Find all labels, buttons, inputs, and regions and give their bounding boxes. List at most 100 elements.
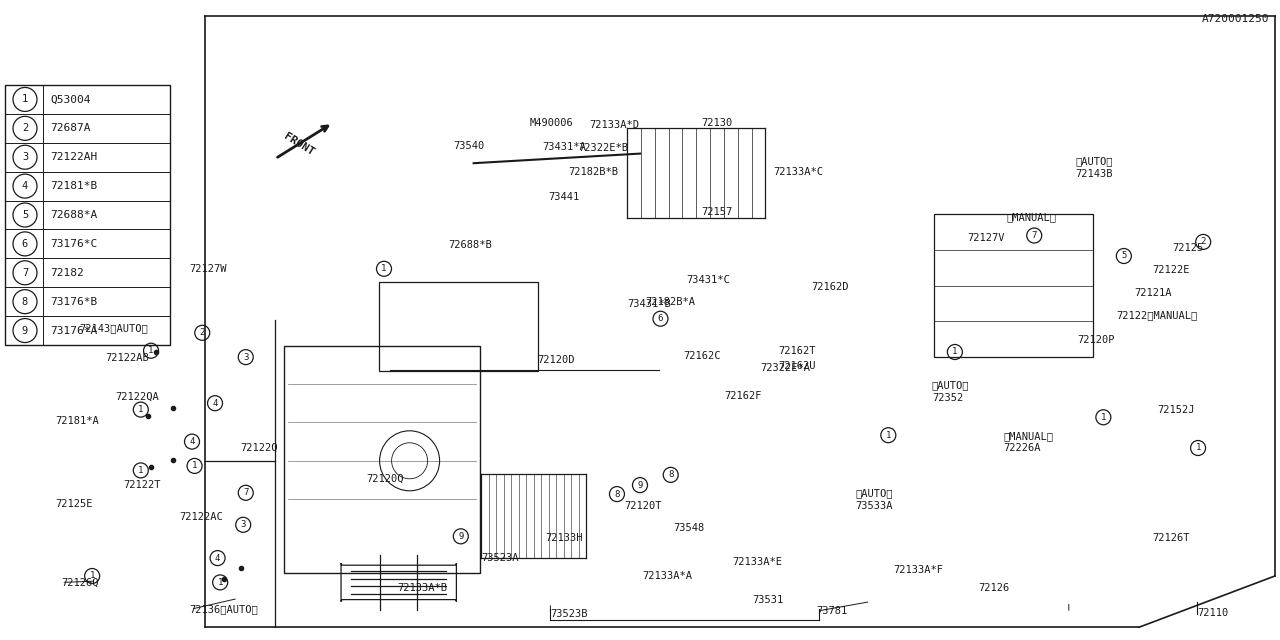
- Text: 72162T: 72162T: [778, 346, 815, 356]
- Text: 72688*A: 72688*A: [50, 210, 97, 220]
- Text: 72130: 72130: [701, 118, 732, 128]
- Text: 1: 1: [90, 572, 95, 580]
- Text: 〈AUTO〉: 〈AUTO〉: [855, 488, 892, 498]
- Text: 72120Q: 72120Q: [366, 474, 403, 484]
- Text: 9: 9: [22, 326, 28, 335]
- Text: 8: 8: [22, 297, 28, 307]
- Text: 1: 1: [22, 95, 28, 104]
- Text: 72127W: 72127W: [189, 264, 227, 274]
- Text: 73533A: 73533A: [855, 500, 892, 511]
- Text: 72121A: 72121A: [1134, 288, 1171, 298]
- Text: 72133A*A: 72133A*A: [643, 571, 692, 581]
- Text: 72120P: 72120P: [1078, 335, 1115, 346]
- Text: 3: 3: [243, 353, 248, 362]
- Text: 72181*A: 72181*A: [55, 416, 99, 426]
- Text: 6: 6: [22, 239, 28, 249]
- Text: 1: 1: [381, 264, 387, 273]
- Text: 73431*C: 73431*C: [686, 275, 730, 285]
- Text: 1: 1: [1101, 413, 1106, 422]
- Text: 1: 1: [1196, 444, 1201, 452]
- Text: 72322E*A: 72322E*A: [760, 363, 810, 373]
- Text: 72133A*D: 72133A*D: [589, 120, 639, 130]
- Text: 73431*B: 73431*B: [627, 299, 671, 309]
- Text: 72127V: 72127V: [968, 233, 1005, 243]
- Text: 72122QA: 72122QA: [115, 392, 159, 402]
- Text: 73176*C: 73176*C: [50, 239, 97, 249]
- Text: 4: 4: [212, 399, 218, 408]
- Text: 72133A*E: 72133A*E: [732, 557, 782, 567]
- Text: 〈AUTO〉: 〈AUTO〉: [932, 380, 969, 390]
- Text: 72120T: 72120T: [625, 500, 662, 511]
- Text: M490006: M490006: [530, 118, 573, 128]
- Text: 72122Q: 72122Q: [241, 443, 278, 453]
- Text: 72126: 72126: [978, 582, 1009, 593]
- Text: 1: 1: [138, 405, 143, 414]
- Text: 4: 4: [215, 554, 220, 563]
- Bar: [5, 85, 170, 345]
- Text: 73431*A: 73431*A: [543, 142, 586, 152]
- Text: 3: 3: [22, 152, 28, 162]
- Text: 72181*B: 72181*B: [50, 181, 97, 191]
- Text: 73441: 73441: [548, 192, 579, 202]
- Text: 1: 1: [138, 466, 143, 475]
- Text: 〈MANUAL〉: 〈MANUAL〉: [1006, 212, 1056, 223]
- Text: 72162C: 72162C: [684, 351, 721, 361]
- Text: 72136〈AUTO〉: 72136〈AUTO〉: [189, 604, 259, 614]
- Text: 3: 3: [241, 520, 246, 529]
- Text: 5: 5: [1121, 252, 1126, 260]
- Text: 7: 7: [243, 488, 248, 497]
- Text: 72143〈AUTO〉: 72143〈AUTO〉: [79, 323, 148, 333]
- Text: 72126T: 72126T: [1152, 532, 1189, 543]
- Text: 9: 9: [458, 532, 463, 541]
- Text: 7: 7: [22, 268, 28, 278]
- Text: 2: 2: [1201, 237, 1206, 246]
- Text: 1: 1: [886, 431, 891, 440]
- Text: 72120D: 72120D: [538, 355, 575, 365]
- Text: 2: 2: [22, 124, 28, 133]
- Text: 4: 4: [189, 437, 195, 446]
- Text: 6: 6: [658, 314, 663, 323]
- Text: 73523A: 73523A: [481, 553, 518, 563]
- Text: 72143B: 72143B: [1075, 169, 1112, 179]
- Text: 73540: 73540: [453, 141, 484, 151]
- Text: 72352: 72352: [932, 393, 963, 403]
- Text: 72133A*F: 72133A*F: [893, 564, 943, 575]
- Text: 72126Q: 72126Q: [61, 577, 99, 588]
- Text: 73523B: 73523B: [550, 609, 588, 620]
- Text: 72157: 72157: [701, 207, 732, 218]
- Text: 7: 7: [1032, 231, 1037, 240]
- Text: 73176*A: 73176*A: [50, 326, 97, 335]
- Text: 1: 1: [218, 578, 223, 587]
- Text: FRONT: FRONT: [282, 131, 316, 157]
- Text: A720001250: A720001250: [1202, 14, 1270, 24]
- Text: 72125: 72125: [1172, 243, 1203, 253]
- Text: 8: 8: [614, 490, 620, 499]
- Text: 72122T: 72122T: [123, 480, 160, 490]
- Text: 73781: 73781: [817, 606, 847, 616]
- Text: 1: 1: [148, 346, 154, 355]
- Text: 5: 5: [22, 210, 28, 220]
- Text: 72182B*A: 72182B*A: [645, 297, 695, 307]
- Text: 72133A*B: 72133A*B: [397, 582, 447, 593]
- Text: 72122AB: 72122AB: [105, 353, 148, 364]
- Text: 73531: 73531: [753, 595, 783, 605]
- Text: 〈AUTO〉: 〈AUTO〉: [1075, 156, 1112, 166]
- Text: 72182: 72182: [50, 268, 83, 278]
- Text: 72122AC: 72122AC: [179, 512, 223, 522]
- Text: 72322E*B: 72322E*B: [579, 143, 628, 154]
- Text: 72125E: 72125E: [55, 499, 92, 509]
- Text: 72687A: 72687A: [50, 124, 91, 133]
- Text: 4: 4: [22, 181, 28, 191]
- Text: 72110: 72110: [1197, 608, 1228, 618]
- Text: 9: 9: [637, 481, 643, 490]
- Text: 1: 1: [952, 348, 957, 356]
- Text: 73176*B: 73176*B: [50, 297, 97, 307]
- Text: 72122〈MANUAL〉: 72122〈MANUAL〉: [1116, 310, 1197, 320]
- Text: 8: 8: [668, 470, 673, 479]
- Text: 72182B*B: 72182B*B: [568, 166, 618, 177]
- Text: 72133A*C: 72133A*C: [773, 166, 823, 177]
- Text: 72162U: 72162U: [778, 361, 815, 371]
- Text: 72162F: 72162F: [724, 390, 762, 401]
- Text: 72122AH: 72122AH: [50, 152, 97, 162]
- Text: 1: 1: [192, 461, 197, 470]
